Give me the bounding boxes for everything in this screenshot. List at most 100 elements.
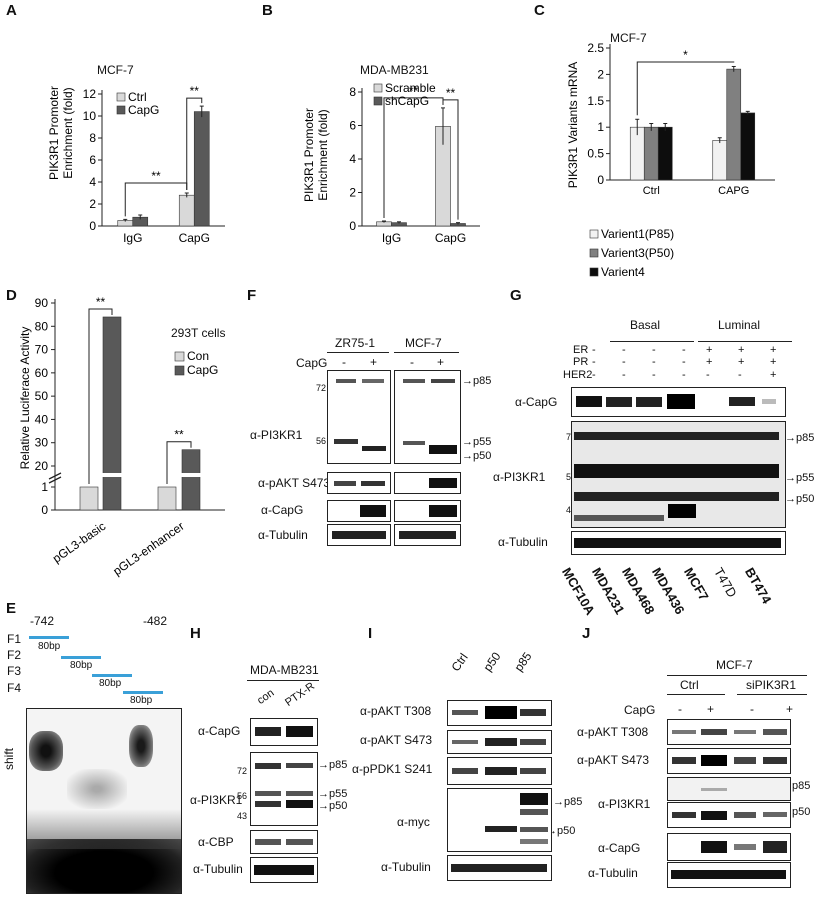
panel-f-sign-1: - (342, 355, 346, 369)
panel-d-chart: Relative Luciferace Activity 0 1 20 30 40 50 6… (18, 295, 225, 578)
legend-swatch (589, 248, 599, 258)
panel-f-row-capg: α-CapG (261, 503, 304, 517)
panel-g-pr-sign: - (622, 356, 626, 368)
legend-swatch (174, 351, 185, 362)
significance-label: ** (190, 84, 200, 98)
panel-g-er-sign: - (622, 344, 626, 356)
bar (726, 68, 742, 181)
panel-f-blot-pakt-mcf7 (394, 472, 461, 494)
panel-g-lane-label: MCF7 (681, 565, 712, 604)
probe-bar-f1 (29, 636, 69, 639)
panel-f-group-line-2 (394, 352, 459, 353)
panel-j-group-ctrl: Ctrl (680, 678, 699, 692)
significance-bracket (442, 99, 459, 220)
panel-i-lane-p85: p85 (511, 649, 535, 674)
significance-bracket (124, 182, 188, 217)
probe-bar-f2 (61, 656, 101, 659)
panel-f-row-pakt: α-pAKT S473 (258, 476, 331, 490)
significance-label: ** (446, 86, 456, 100)
probe-len-f2: 80bp (70, 660, 93, 671)
probe-label-f4: F4 (7, 681, 22, 695)
panel-i-row-pakt-t308: α-pAKT T308 (360, 704, 432, 718)
x-tick-label: Ctrl (643, 185, 660, 197)
panel-i-row-tubulin: α-Tubulin (381, 860, 431, 874)
panel-g-row-capg: α-CapG (515, 395, 558, 409)
panel-j-sign-1: - (678, 702, 682, 716)
panel-j-si-line (737, 694, 807, 695)
panel-b-ylabel-1: PIK3R1 Promoter (302, 108, 316, 202)
panel-letter-d: D (6, 287, 17, 304)
y-tick-label: 0.5 (587, 147, 604, 161)
panel-b-cell-line: MDA-MB231 (360, 63, 429, 77)
panel-letter-i: I (368, 625, 373, 642)
legend-swatch (373, 96, 383, 106)
panel-f-blot-capg-zr75 (327, 500, 391, 522)
axis-break-mark (48, 472, 62, 480)
panel-g-er-sign: - (592, 344, 596, 356)
y-tick-label: 50 (35, 389, 49, 403)
panel-g-arrow-p85: →p85 (785, 432, 815, 444)
legend-swatch (116, 105, 126, 115)
panel-d-ylabel: Relative Luciferace Activity (18, 327, 32, 470)
panel-letter-j: J (582, 625, 591, 642)
panel-f-blot-pakt-zr75 (327, 472, 391, 494)
legend-label: Varient4 (601, 265, 645, 279)
legend-swatch (589, 267, 599, 277)
panel-g-her2-sign: - (706, 369, 710, 381)
panel-j-sign-2: + (707, 702, 715, 716)
bar-break (181, 473, 201, 477)
y-tick-label: 2 (89, 197, 96, 211)
panel-h-lane-ptxr: PTX-R (283, 680, 318, 709)
panel-g-pr-sign: + (738, 356, 745, 368)
probe-len-f3: 80bp (99, 678, 122, 689)
panel-h-row-capg: α-CapG (198, 724, 241, 738)
panel-g-lane-label: BT474 (742, 565, 775, 607)
x-tick-label: pGL3-enhancer (110, 519, 186, 578)
legend-label: CapG (128, 103, 159, 117)
panel-j-blot-pakt-t308 (667, 719, 791, 745)
probe-bar-f3 (92, 674, 132, 677)
y-tick-label: 0 (89, 219, 96, 233)
panel-g-lane-label: T47D (711, 565, 740, 601)
y-tick-label: 80 (35, 319, 49, 333)
panel-letter-g: G (510, 287, 522, 304)
panel-letter-e: E (6, 600, 17, 617)
panel-c-cell-line: MCF-7 (610, 31, 647, 45)
panel-g-er-sign: + (706, 344, 713, 356)
panel-f-row-tubulin: α-Tubulin (258, 528, 308, 542)
legend-swatch (174, 365, 185, 376)
panel-g-group-basal: Basal (630, 318, 661, 332)
probe-label-f2: F2 (7, 648, 22, 662)
legend-swatch (116, 92, 126, 102)
panel-c-chart: PIK3R1 Variants mRNA 0 0.5 1 1.5 2 2.5 Ctrl CAP… (566, 41, 775, 279)
panel-j-ctrl-line (667, 694, 725, 695)
panel-f-blot-pi3kr1-mcf7 (394, 370, 461, 464)
panel-f-blot-pi3kr1-zr75 (327, 370, 391, 464)
y-tick-label: 4 (349, 152, 356, 166)
legend-label: Ctrl (128, 90, 147, 104)
significance-bracket (383, 97, 444, 218)
y-tick-label: 4 (89, 175, 96, 189)
panel-g-pr-sign: + (770, 356, 777, 368)
y-tick-label: 1.5 (587, 94, 604, 108)
significance-label: ** (96, 295, 106, 309)
panel-letter-c: C (534, 2, 545, 19)
panel-f-mw-56: 56 (316, 436, 327, 446)
panel-j-row-pakt-t308: α-pAKT T308 (577, 725, 649, 739)
panel-g-pr-sign: + (706, 356, 713, 368)
y-tick-label: 8 (349, 85, 356, 99)
panel-g-pr-sign: - (652, 356, 656, 368)
panel-j-row-pakt-s473: α-pAKT S473 (577, 753, 650, 767)
significance-label: ** (151, 169, 161, 183)
panel-j-cell-line: MCF-7 (716, 658, 753, 672)
panel-j-blot-tubulin (667, 862, 791, 888)
y-tick-label: 12 (83, 87, 97, 101)
panel-f-row-pi3kr1: α-PI3KR1 (250, 428, 303, 442)
probe-label-f1: F1 (7, 632, 22, 646)
panel-i-lane-p50: p50 (480, 649, 504, 674)
probe-len-f4: 80bp (130, 695, 153, 706)
x-tick-label: pGL3-basic (50, 519, 108, 566)
panel-i-row-myc: α-myc (397, 815, 430, 829)
emsa-gel-image (26, 708, 182, 894)
panel-c-ylabel: PIK3R1 Variants mRNA (566, 62, 580, 189)
